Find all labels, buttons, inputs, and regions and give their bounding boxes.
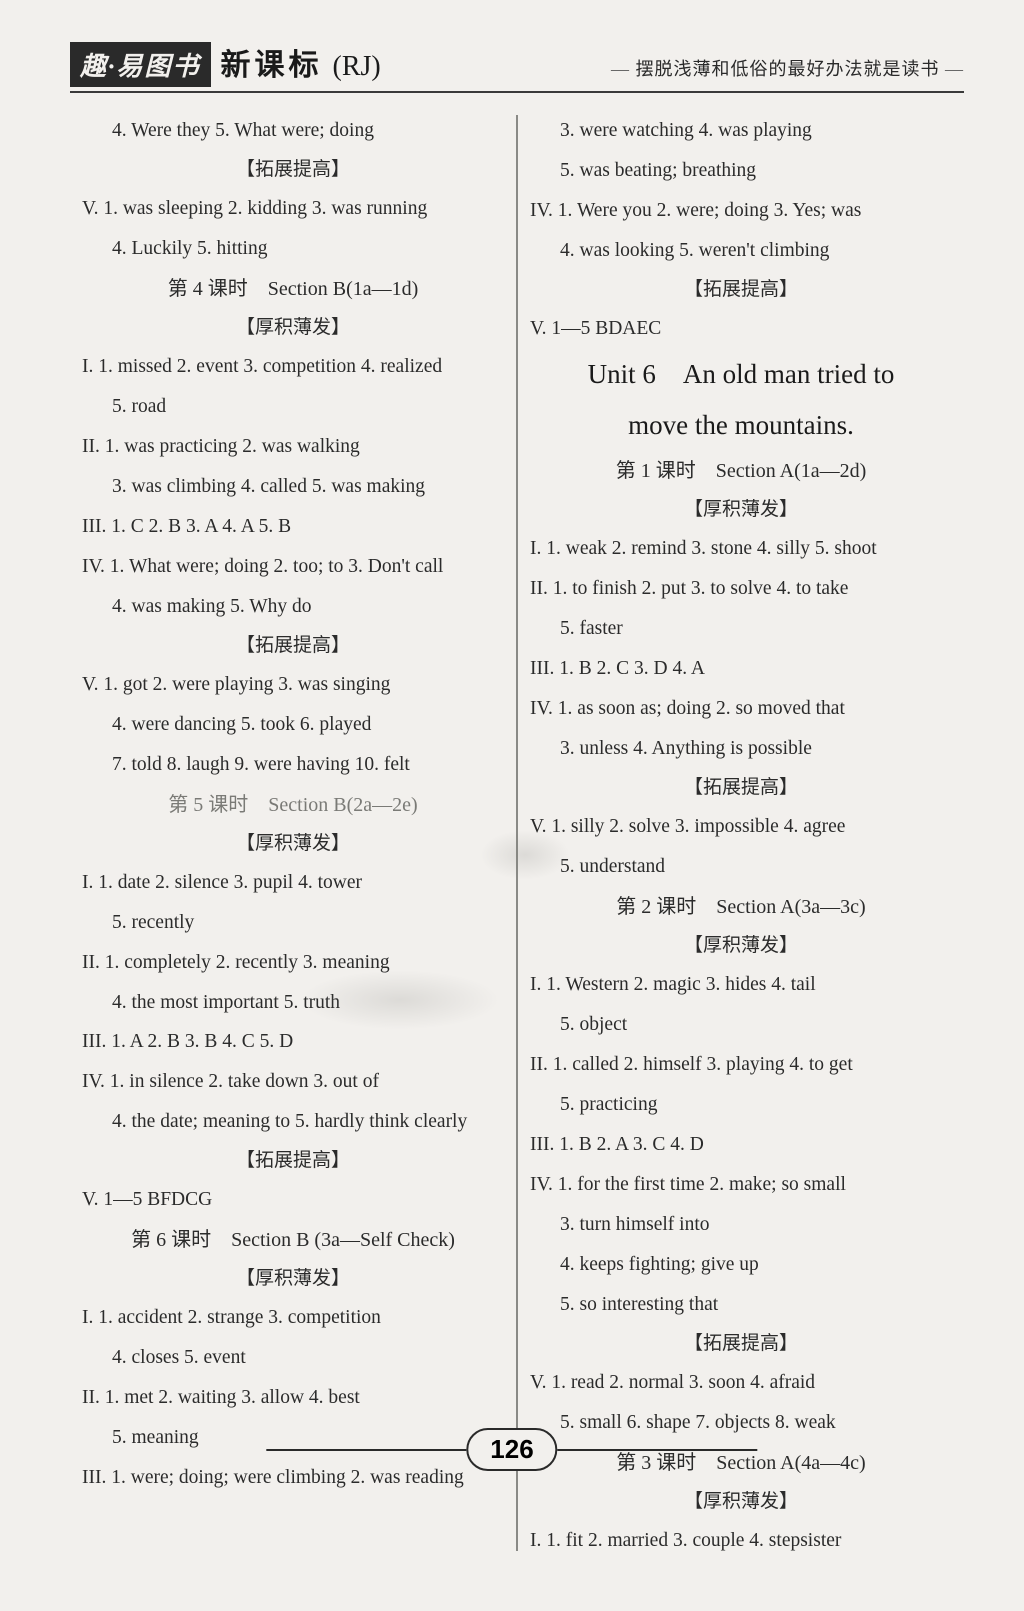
answer-line: IV. 1. in silence 2. take down 3. out of — [82, 1062, 504, 1102]
answer-line: IV. 1. What were; doing 2. too; to 3. Do… — [82, 547, 504, 587]
section-subtitle: 【拓展提高】 — [82, 1142, 504, 1180]
answer-line: V. 1—5 BFDCG — [82, 1180, 504, 1220]
content-columns: 4. Were they 5. What were; doing【拓展提高】V.… — [70, 111, 964, 1561]
section-subtitle: 【厚积薄发】 — [530, 927, 952, 965]
answer-line: 7. told 8. laugh 9. were having 10. felt — [82, 745, 504, 785]
answer-line: 4. Luckily 5. hitting — [82, 229, 504, 269]
unit-title: Unit 6 An old man tried to — [530, 349, 952, 400]
brand-box: 趣·易图书 — [70, 42, 211, 87]
answer-line: III. 1. A 2. B 3. B 4. C 5. D — [82, 1022, 504, 1062]
answer-line: V. 1. read 2. normal 3. soon 4. afraid — [530, 1363, 952, 1403]
answer-line: 5. so interesting that — [530, 1285, 952, 1325]
answer-line: II. 1. called 2. himself 3. playing 4. t… — [530, 1045, 952, 1085]
answer-line: V. 1. got 2. were playing 3. was singing — [82, 665, 504, 705]
brand-suffix: 新课标 — [221, 40, 323, 84]
page-number-line-right — [558, 1449, 758, 1451]
section-subtitle: 【厚积薄发】 — [82, 309, 504, 347]
answer-line: II. 1. was practicing 2. was walking — [82, 427, 504, 467]
answer-line: V. 1. was sleeping 2. kidding 3. was run… — [82, 189, 504, 229]
section-subtitle: 【拓展提高】 — [82, 627, 504, 665]
answer-line: 5. object — [530, 1005, 952, 1045]
section-subtitle: 【拓展提高】 — [530, 1325, 952, 1363]
page-number-wrap: 126 — [266, 1428, 757, 1471]
section-title: 第 2 课时 Section A(3a—3c) — [530, 887, 952, 927]
section-subtitle: 【厚积薄发】 — [82, 825, 504, 863]
answer-line: III. 1. C 2. B 3. A 4. A 5. B — [82, 507, 504, 547]
section-subtitle: 【拓展提高】 — [530, 271, 952, 309]
answer-line: 5. was beating; breathing — [530, 151, 952, 191]
section-subtitle: 【厚积薄发】 — [530, 491, 952, 529]
answer-line: I. 1. missed 2. event 3. competition 4. … — [82, 347, 504, 387]
answer-line: IV. 1. Were you 2. were; doing 3. Yes; w… — [530, 191, 952, 231]
answer-line: I. 1. fit 2. married 3. couple 4. stepsi… — [530, 1521, 952, 1561]
answer-line: II. 1. met 2. waiting 3. allow 4. best — [82, 1378, 504, 1418]
answer-line: 4. keeps fighting; give up — [530, 1245, 952, 1285]
answer-line: I. 1. Western 2. magic 3. hides 4. tail — [530, 965, 952, 1005]
answer-line: I. 1. date 2. silence 3. pupil 4. tower — [82, 863, 504, 903]
header-left: 趣·易图书 新课标 (RJ) — [70, 40, 381, 87]
page-number-line-left — [266, 1449, 466, 1451]
answer-line: I. 1. weak 2. remind 3. stone 4. silly 5… — [530, 529, 952, 569]
answer-line: 4. the most important 5. truth — [82, 983, 504, 1023]
answer-line: 4. closes 5. event — [82, 1338, 504, 1378]
answer-line: II. 1. to finish 2. put 3. to solve 4. t… — [530, 569, 952, 609]
answer-line: 3. was climbing 4. called 5. was making — [82, 467, 504, 507]
answer-line: 5. practicing — [530, 1085, 952, 1125]
page-number: 126 — [466, 1428, 557, 1471]
right-column: 3. were watching 4. was playing5. was be… — [518, 111, 964, 1561]
answer-line: 3. were watching 4. was playing — [530, 111, 952, 151]
answer-line: 5. faster — [530, 609, 952, 649]
section-title: 第 6 课时 Section B (3a—Self Check) — [82, 1220, 504, 1260]
answer-line: II. 1. completely 2. recently 3. meaning — [82, 943, 504, 983]
section-title: 第 1 课时 Section A(1a—2d) — [530, 451, 952, 491]
page-header: 趣·易图书 新课标 (RJ) 摆脱浅薄和低俗的最好办法就是读书 — [70, 40, 964, 93]
brand-rj: (RJ) — [333, 51, 381, 83]
section-subtitle: 【厚积薄发】 — [82, 1260, 504, 1298]
section-subtitle: 【拓展提高】 — [530, 769, 952, 807]
answer-line: 3. turn himself into — [530, 1205, 952, 1245]
section-subtitle: 【厚积薄发】 — [530, 1483, 952, 1521]
section-title: 第 5 课时 Section B(2a—2e) — [82, 785, 504, 825]
unit-title: move the mountains. — [530, 400, 952, 451]
section-subtitle: 【拓展提高】 — [82, 151, 504, 189]
answer-line: 4. the date; meaning to 5. hardly think … — [82, 1102, 504, 1142]
answer-line: III. 1. B 2. A 3. C 4. D — [530, 1125, 952, 1165]
answer-line: 4. were dancing 5. took 6. played — [82, 705, 504, 745]
answer-line: 4. was looking 5. weren't climbing — [530, 231, 952, 271]
answer-line: 5. road — [82, 387, 504, 427]
answer-line: 3. unless 4. Anything is possible — [530, 729, 952, 769]
header-quote: 摆脱浅薄和低俗的最好办法就是读书 — [611, 55, 964, 81]
answer-line: 5. understand — [530, 847, 952, 887]
answer-line: 5. recently — [82, 903, 504, 943]
answer-line: V. 1. silly 2. solve 3. impossible 4. ag… — [530, 807, 952, 847]
answer-line: V. 1—5 BDAEC — [530, 309, 952, 349]
answer-line: 4. was making 5. Why do — [82, 587, 504, 627]
answer-line: III. 1. B 2. C 3. D 4. A — [530, 649, 952, 689]
section-title: 第 4 课时 Section B(1a—1d) — [82, 269, 504, 309]
left-column: 4. Were they 5. What were; doing【拓展提高】V.… — [70, 111, 516, 1561]
answer-line: I. 1. accident 2. strange 3. competition — [82, 1298, 504, 1338]
answer-line: 4. Were they 5. What were; doing — [82, 111, 504, 151]
answer-line: IV. 1. as soon as; doing 2. so moved tha… — [530, 689, 952, 729]
answer-line: IV. 1. for the first time 2. make; so sm… — [530, 1165, 952, 1205]
